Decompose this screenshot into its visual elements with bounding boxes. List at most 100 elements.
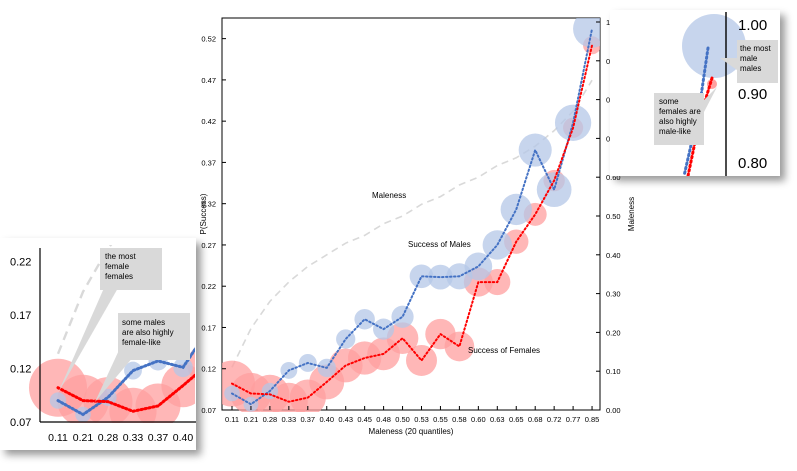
zoom-left-y-tick-label: 0.22 bbox=[10, 256, 31, 268]
x-tick-label: 0.43 bbox=[338, 415, 353, 424]
callout-box bbox=[654, 93, 704, 145]
callout-line: the most bbox=[105, 252, 136, 261]
male-bubble bbox=[368, 221, 398, 251]
male-bubble bbox=[488, 29, 528, 69]
female-line bbox=[56, 373, 195, 413]
male-bubble bbox=[222, 293, 244, 315]
female-bubble bbox=[496, 44, 520, 68]
x-tick-label: 0.68 bbox=[528, 415, 543, 424]
x-tick-label: 0.65 bbox=[509, 415, 524, 424]
callout-line: males bbox=[740, 64, 761, 73]
y-axis-title: P(Success) bbox=[199, 193, 208, 234]
zoom-left-x-tick-label: 0.28 bbox=[98, 432, 119, 444]
callout-line: some bbox=[659, 97, 679, 106]
callout-line: females bbox=[105, 272, 133, 281]
male-bubble bbox=[271, 289, 295, 313]
callout-most-male: the most male males bbox=[720, 40, 778, 83]
y2-tick-label: 0.30 bbox=[606, 290, 621, 299]
y-tick-label: 0.12 bbox=[201, 365, 216, 374]
callout-box bbox=[737, 40, 778, 83]
female-bubble bbox=[470, 112, 495, 137]
callout-line: females are bbox=[659, 107, 701, 116]
male-bubble bbox=[416, 145, 450, 179]
callout-text: the most female females bbox=[105, 252, 136, 281]
callout-text: some males are also highly female-like bbox=[122, 318, 174, 347]
female-bubble bbox=[365, 238, 400, 273]
callout-line: male bbox=[740, 54, 758, 63]
male-bubble bbox=[464, 117, 502, 155]
main-plot bbox=[222, 18, 600, 412]
y2-axis-title: Maleness bbox=[627, 197, 636, 231]
zoom-left-y-tick-label: 0.07 bbox=[10, 417, 31, 429]
callout-line: the most bbox=[740, 44, 771, 53]
female-bubble bbox=[238, 329, 278, 369]
annotation-success-of-males: Success of Males bbox=[408, 240, 471, 249]
zoom-right-y-tick-label: 0.90 bbox=[738, 86, 767, 103]
x-axis-title: Maleness (20 quantiles) bbox=[369, 427, 454, 436]
callout-line: male-like bbox=[659, 127, 692, 136]
y2-tick-label: 0.10 bbox=[606, 367, 621, 376]
callout-pointer bbox=[720, 58, 737, 70]
female-line bbox=[231, 44, 594, 403]
main-chart: 0.07 0.12 0.17 0.22 0.27 0.32 0.37 0.42 0.47 0.52… bbox=[199, 17, 636, 436]
female-bubble bbox=[418, 189, 447, 218]
annotation-maleness: Maleness bbox=[372, 191, 406, 200]
y-tick-label: 0.22 bbox=[201, 282, 216, 291]
male-bubble bbox=[573, 18, 600, 48]
y-tick-label: 0.27 bbox=[201, 241, 216, 250]
callout-pointer bbox=[704, 87, 717, 112]
x-tick-label: 0.45 bbox=[357, 415, 372, 424]
callout-text: some females are also highly male-like bbox=[659, 97, 701, 136]
y-tick-label: 0.47 bbox=[201, 76, 216, 85]
y2-tick-label: 0.50 bbox=[606, 212, 621, 221]
x-tick-label: 0.72 bbox=[547, 415, 562, 424]
callout-line: also highly bbox=[659, 117, 697, 126]
male-bubble bbox=[391, 305, 414, 328]
y2-tick-label: 0.60 bbox=[606, 173, 621, 182]
female-bubble bbox=[264, 309, 303, 348]
y2-tick-label: 0.00 bbox=[606, 406, 621, 415]
callout-box bbox=[118, 313, 190, 360]
callout-male-like-females: some females are also highly male-like bbox=[654, 87, 717, 145]
male-bubble bbox=[295, 236, 321, 262]
x-tick-label: 0.63 bbox=[490, 415, 505, 424]
x-tick-label: 0.58 bbox=[452, 415, 467, 424]
callout-female-like-males: some males are also highly female-like bbox=[95, 313, 190, 402]
callout-most-female: the most female females bbox=[58, 248, 162, 393]
x-tick-label: 0.55 bbox=[433, 415, 448, 424]
x-tick-label: 0.11 bbox=[225, 415, 239, 424]
y-tick-label: 0.42 bbox=[201, 117, 216, 126]
male-line bbox=[231, 27, 594, 406]
callout-pointer bbox=[58, 288, 118, 393]
female-bubble bbox=[444, 331, 475, 362]
zoom-left-x-tick-label: 0.33 bbox=[123, 432, 144, 444]
callout-line: some males bbox=[122, 318, 165, 327]
zoom-left-y-tick-label: 0.17 bbox=[10, 310, 31, 322]
y-tick-label: 0.52 bbox=[201, 35, 216, 44]
x-tick-label: 0.60 bbox=[471, 415, 486, 424]
x-tick-label: 0.21 bbox=[244, 415, 259, 424]
maleness-curve bbox=[231, 79, 593, 368]
y-tick-label: 0.17 bbox=[201, 323, 216, 332]
x-tick-label: 0.37 bbox=[300, 415, 315, 424]
x-tick-label: 0.53 bbox=[414, 415, 429, 424]
zoom-left-x-tick-label: 0.21 bbox=[73, 432, 94, 444]
zoom-left-x-tick-label: 0.37 bbox=[148, 432, 169, 444]
x-tick-label: 0.40 bbox=[319, 415, 334, 424]
plot-area-frame bbox=[221, 17, 601, 411]
x-tick-label: 0.33 bbox=[282, 415, 297, 424]
male-bubble bbox=[320, 236, 347, 263]
zoom-inset-right: 0.80 0.90 1.00 the most male males some femal… bbox=[610, 10, 780, 176]
callout-line: female-like bbox=[122, 338, 161, 347]
zoom-right-y-tick-label: 0.80 bbox=[738, 155, 767, 172]
callout-box bbox=[100, 248, 162, 290]
y-tick-label: 0.37 bbox=[201, 158, 216, 167]
x-tick-label: 0.50 bbox=[395, 415, 410, 424]
x-tick-label: 0.48 bbox=[376, 415, 391, 424]
male-bubble bbox=[247, 306, 270, 329]
zoom-right-y-tick-label: 1.00 bbox=[738, 17, 767, 34]
callout-pointer bbox=[95, 348, 134, 402]
x-tick-label: 0.77 bbox=[566, 415, 581, 424]
zoom-left-axes: 0.07 0.12 0.17 0.22 0.11 0.21 0.28 0.33 0.37 0.40 bbox=[10, 248, 196, 444]
